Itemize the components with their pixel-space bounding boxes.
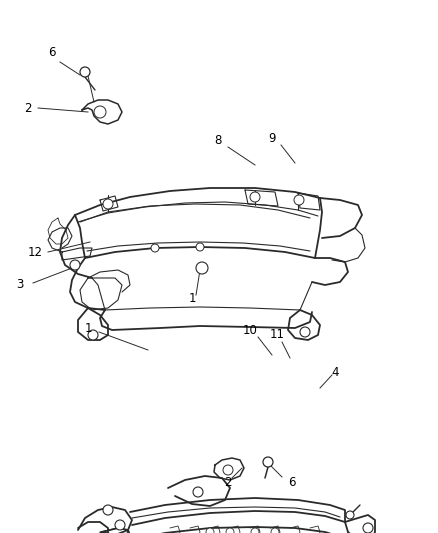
Circle shape — [251, 528, 259, 533]
Text: 2: 2 — [224, 477, 232, 489]
Circle shape — [103, 505, 113, 515]
Circle shape — [193, 487, 203, 497]
Circle shape — [223, 465, 233, 475]
Circle shape — [346, 511, 354, 519]
Text: 6: 6 — [288, 475, 296, 489]
Text: 12: 12 — [28, 246, 42, 259]
Circle shape — [250, 192, 260, 202]
Circle shape — [88, 330, 98, 340]
Text: 8: 8 — [214, 133, 222, 147]
Circle shape — [115, 520, 125, 530]
Circle shape — [300, 327, 310, 337]
Text: 11: 11 — [269, 328, 285, 342]
Text: 1: 1 — [84, 321, 92, 335]
Circle shape — [206, 528, 214, 533]
Circle shape — [271, 528, 279, 533]
Circle shape — [70, 260, 80, 270]
Circle shape — [197, 263, 207, 273]
Circle shape — [196, 243, 204, 251]
Text: 3: 3 — [16, 279, 24, 292]
Circle shape — [196, 262, 208, 274]
Circle shape — [226, 528, 234, 533]
Text: 1: 1 — [188, 292, 196, 304]
Text: 10: 10 — [243, 324, 258, 336]
Circle shape — [263, 457, 273, 467]
Text: 4: 4 — [331, 366, 339, 378]
Circle shape — [294, 195, 304, 205]
Text: 6: 6 — [48, 46, 56, 60]
Circle shape — [103, 199, 113, 209]
Circle shape — [151, 244, 159, 252]
Text: 2: 2 — [24, 101, 32, 115]
Circle shape — [94, 106, 106, 118]
Text: 9: 9 — [268, 132, 276, 144]
Circle shape — [80, 67, 90, 77]
Circle shape — [363, 523, 373, 533]
